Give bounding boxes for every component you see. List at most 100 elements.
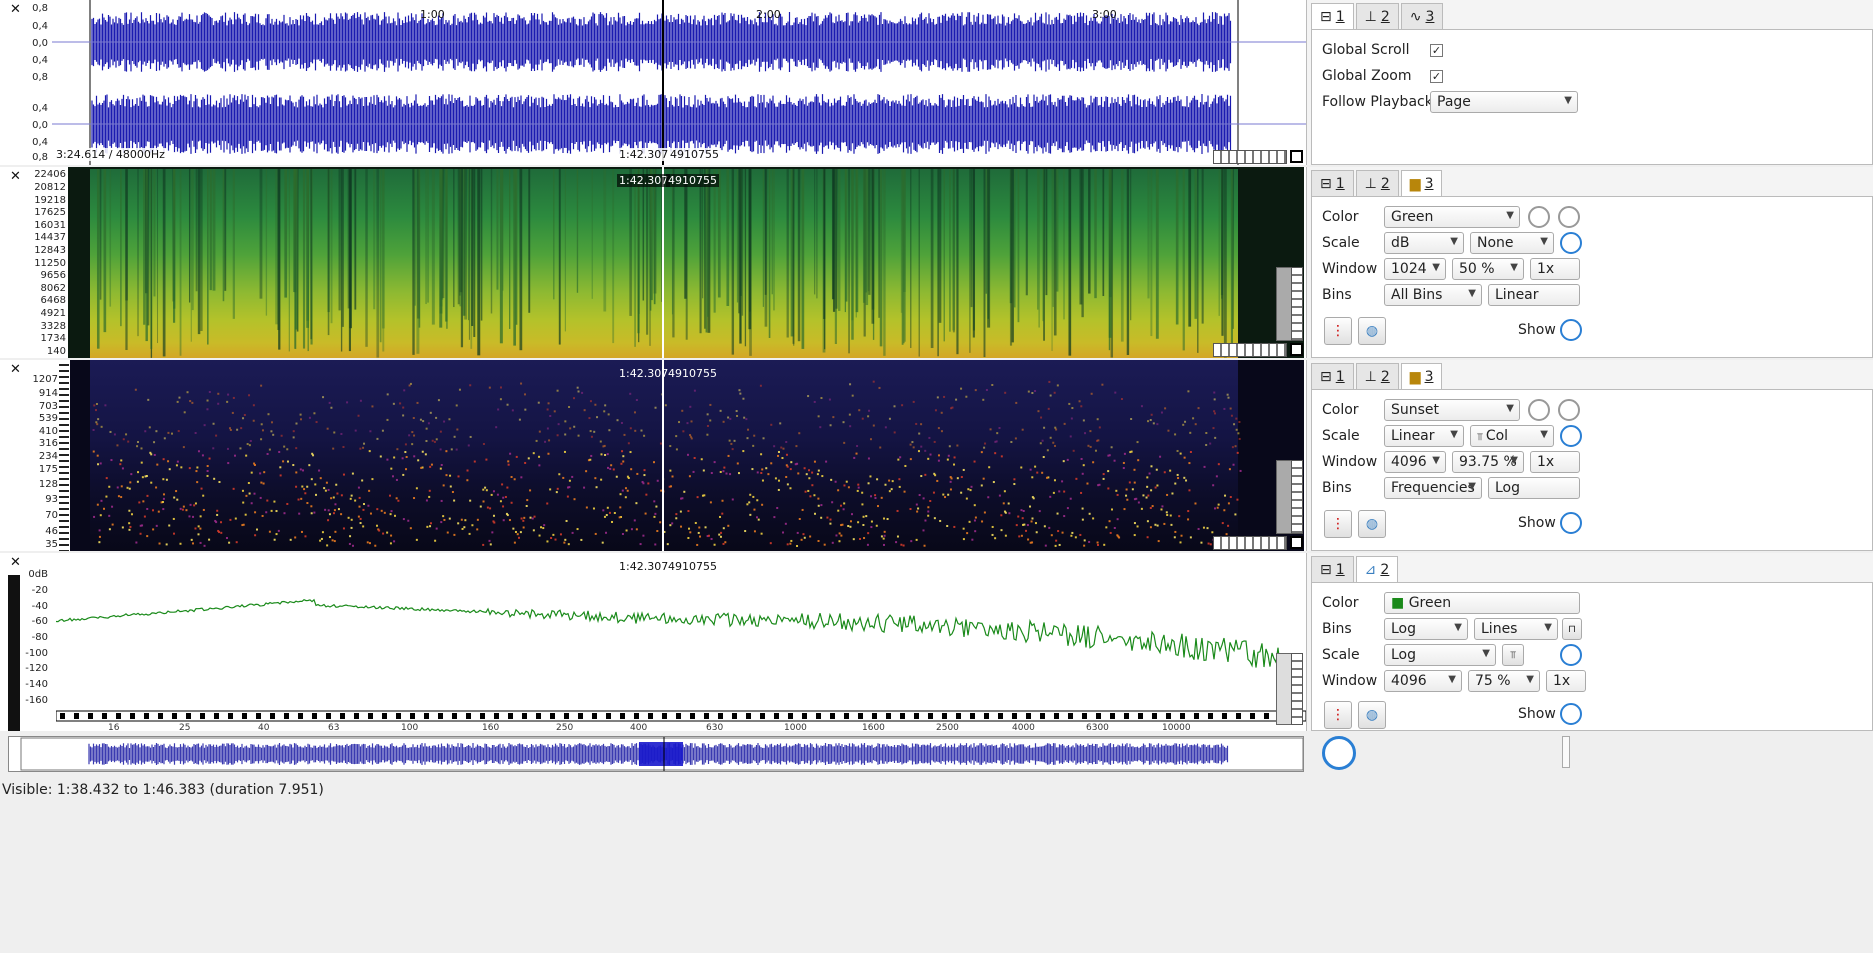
spectrum-icon: ⊿ (1364, 561, 1377, 578)
tab-layer-1[interactable]: ⊟ 1 (1311, 556, 1354, 582)
overlap-select[interactable]: 93.75 % ▼ (1452, 451, 1524, 473)
freq-label: 1207 (32, 374, 58, 385)
oversample-select[interactable]: 1x (1530, 258, 1580, 280)
frequency-scale: 1207 914 703 539 410 316 234 175 128 93 … (24, 360, 58, 551)
cursor-time-label: 1:42.307 (617, 174, 671, 187)
color-select[interactable]: Sunset ▼ (1384, 399, 1520, 421)
follow-playback-select[interactable]: Page ▼ (1430, 91, 1578, 113)
threshold-knob[interactable] (1558, 206, 1580, 228)
spectrogram-canvas[interactable] (68, 167, 1304, 358)
normalize-select[interactable]: None ▼ (1470, 232, 1554, 254)
close-pane-icon[interactable]: ✕ (10, 555, 21, 570)
zoom-reset-button[interactable] (1290, 343, 1303, 356)
select-value: 93.75 % (1459, 454, 1517, 470)
window-size-select[interactable]: 4096 ▼ (1384, 670, 1462, 692)
normalize-button[interactable]: ⫪ (1502, 644, 1524, 666)
waveform-icon: ∿ (1409, 8, 1422, 25)
tab-layer-3[interactable]: ▆ 3 (1400, 170, 1443, 196)
colour-rotation-knob[interactable] (1560, 425, 1582, 447)
vertical-zoom-thumb[interactable] (1291, 267, 1303, 341)
spectrum-canvas[interactable] (56, 553, 1306, 731)
play-parameters-button[interactable]: ⋮ (1324, 510, 1352, 538)
audio-mute-button[interactable]: ◍ (1358, 701, 1386, 729)
horizontal-zoom-thumb[interactable] (1213, 150, 1287, 164)
horizontal-zoom-thumb[interactable] (1213, 536, 1287, 550)
tab-layer-2[interactable]: ⊿ 2 (1355, 556, 1399, 582)
bins-select[interactable]: All Bins ▼ (1384, 284, 1482, 306)
scale-select[interactable]: Linear ▼ (1384, 425, 1464, 447)
tab-layer-2[interactable]: ⊥ 2 (1355, 170, 1399, 196)
freq-label: 100 (401, 723, 419, 731)
close-pane-icon[interactable]: ✕ (10, 169, 21, 184)
close-pane-icon[interactable]: ✕ (10, 2, 21, 17)
audio-mute-button[interactable]: ◍ (1358, 510, 1386, 538)
vertical-zoom-slider[interactable] (1276, 653, 1292, 725)
vertical-zoom-thumb[interactable] (1291, 460, 1303, 534)
global-scroll-checkbox[interactable]: ✓ (1430, 44, 1443, 57)
play-parameters-button[interactable]: ⋮ (1324, 701, 1352, 729)
tab-layer-3[interactable]: ▆ 3 (1400, 363, 1443, 389)
bins-scale-select[interactable]: Log (1488, 477, 1580, 499)
global-zoom-checkbox[interactable]: ✓ (1430, 70, 1443, 83)
show-toggle[interactable] (1560, 703, 1582, 725)
scale-select[interactable]: dB ▼ (1384, 232, 1464, 254)
playhead-cursor[interactable] (662, 167, 664, 358)
color-select[interactable]: Green ▼ (1384, 206, 1520, 228)
vertical-zoom-slider[interactable] (1276, 267, 1292, 341)
bins-scale-select[interactable]: Linear (1488, 284, 1580, 306)
tab-body: Color ■ Green Bins Log ▼ Lines ▼ ⊓ Scale L… (1311, 582, 1873, 731)
colour-rotation-knob[interactable] (1560, 232, 1582, 254)
tab-layer-2[interactable]: ⊥ 2 (1355, 3, 1399, 29)
db-label: 0dB (28, 569, 48, 580)
show-toggle[interactable] (1560, 319, 1582, 341)
plot-style-select[interactable]: Lines ▼ (1474, 618, 1558, 640)
freq-label: 25 (179, 723, 191, 731)
audio-mute-button[interactable]: ◍ (1358, 317, 1386, 345)
scale-select[interactable]: Log ▼ (1384, 644, 1496, 666)
threshold-knob[interactable] (1560, 644, 1582, 666)
normalize-icon: ⫪ (1510, 649, 1516, 661)
gain-knob[interactable] (1528, 206, 1550, 228)
play-parameters-button[interactable]: ⋮ (1324, 317, 1352, 345)
tab-layer-2[interactable]: ⊥ 2 (1355, 363, 1399, 389)
scale-label: 0,4 (32, 137, 48, 148)
show-label: Show (1518, 706, 1556, 722)
oversample-select[interactable]: 1x (1546, 670, 1586, 692)
window-size-select[interactable]: 4096 ▼ (1384, 451, 1446, 473)
select-value: Lines (1481, 621, 1518, 637)
overlap-select[interactable]: 75 % ▼ (1468, 670, 1540, 692)
window-size-select[interactable]: 1024 ▼ (1384, 258, 1446, 280)
tab-label: 2 (1380, 368, 1390, 385)
bins-select[interactable]: Log ▼ (1384, 618, 1468, 640)
overview-canvas[interactable] (9, 737, 1303, 771)
playback-speed-dial[interactable] (1322, 736, 1356, 770)
playhead-cursor[interactable] (662, 0, 664, 165)
normalize-select[interactable]: ⫪ Col ▼ (1470, 425, 1554, 447)
peaks-button[interactable]: ⊓ (1562, 618, 1582, 640)
color-select[interactable]: ■ Green (1384, 592, 1580, 614)
select-value: Sunset (1391, 402, 1440, 418)
tab-layer-1[interactable]: ⊟ 1 (1311, 170, 1354, 196)
tab-layer-3[interactable]: ∿ 3 (1400, 3, 1444, 29)
tab-layer-1[interactable]: ⊟ 1 (1311, 3, 1354, 29)
show-toggle[interactable] (1560, 512, 1582, 534)
bins-select[interactable]: Frequencies ▼ (1384, 477, 1482, 499)
panel-scroll-handle[interactable] (1562, 736, 1570, 768)
vertical-zoom-slider[interactable] (1276, 460, 1292, 534)
threshold-knob[interactable] (1558, 399, 1580, 421)
zoom-reset-button[interactable] (1290, 150, 1303, 163)
zoom-reset-button[interactable] (1290, 536, 1303, 549)
tab-layer-1[interactable]: ⊟ 1 (1311, 363, 1354, 389)
oversample-select[interactable]: 1x (1530, 451, 1580, 473)
overview-waveform[interactable] (8, 736, 1304, 772)
playhead-cursor[interactable] (662, 360, 664, 551)
close-pane-icon[interactable]: ✕ (10, 362, 21, 377)
melodic-canvas[interactable] (70, 360, 1304, 551)
db-label: -160 (25, 695, 48, 706)
vertical-zoom-thumb[interactable] (1291, 653, 1303, 725)
gain-knob[interactable] (1528, 399, 1550, 421)
freq-label: 4000 (1012, 723, 1035, 731)
horizontal-zoom-thumb[interactable] (1213, 343, 1287, 357)
overlap-select[interactable]: 50 % ▼ (1452, 258, 1524, 280)
waveform-canvas[interactable] (52, 0, 1306, 165)
